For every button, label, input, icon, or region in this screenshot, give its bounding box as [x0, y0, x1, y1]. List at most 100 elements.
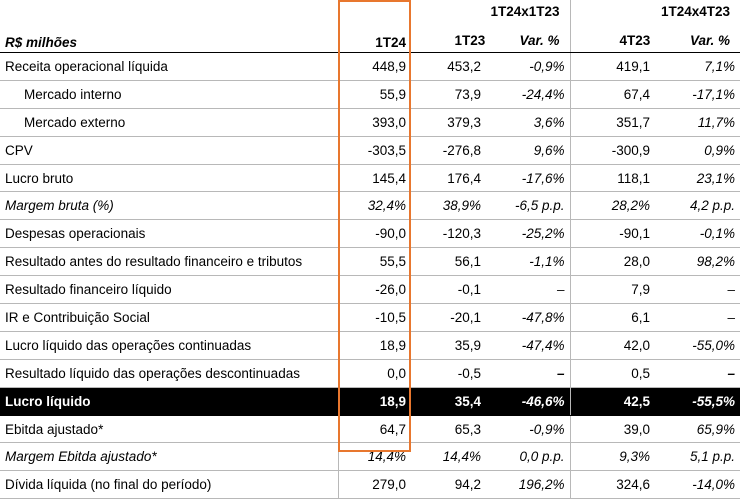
value-1t23: 35,4	[411, 387, 486, 416]
table-row: Margem Ebitda ajustado* 14,4% 14,4% 0,0 p.p…	[0, 442, 740, 472]
value-1t24: 64,7	[337, 415, 411, 444]
var-1t24x4t23: -17,1%	[655, 80, 740, 109]
var-1t24x1t23: -1,1%	[486, 247, 570, 277]
row-label: Margem Ebitda ajustado*	[0, 442, 338, 472]
row-label: Lucro líquido	[0, 387, 338, 416]
value-1t23: 38,9%	[411, 191, 486, 221]
table-row: Ebitda ajustado* 64,7 65,3 -0,9% 39,0 65,9%	[0, 415, 740, 444]
value-4t23: 42,0	[569, 331, 655, 360]
value-1t24: -10,5	[337, 303, 411, 332]
row-label: Resultado antes do resultado financeiro …	[0, 247, 338, 277]
table-row: Margem bruta (%) 32,4% 38,9% -6,5 p.p. 28,2%…	[0, 191, 740, 221]
value-1t23: -120,3	[411, 219, 486, 249]
value-4t23: 28,2%	[569, 191, 655, 221]
value-1t23: -0,1	[411, 275, 486, 305]
value-4t23: 67,4	[569, 80, 655, 109]
value-4t23: 0,5	[569, 359, 655, 388]
value-1t24: 145,4	[337, 164, 411, 193]
var-1t24x4t23: –	[655, 359, 740, 388]
table-row: CPV -303,5 -276,8 9,6% -300,9 0,9%	[0, 136, 740, 165]
row-label: Mercado interno	[0, 80, 338, 109]
value-1t24: 32,4%	[337, 191, 411, 221]
var-1t24x4t23: 0,9%	[655, 136, 740, 165]
value-1t24: 448,9	[337, 52, 411, 81]
var-1t24x4t23: 98,2%	[655, 247, 740, 277]
group-title-1t24x4t23: 1T24x4T23	[660, 4, 730, 19]
group-header-1t24x4t23: 1T24x4T23 4T23 Var. %	[569, 0, 740, 53]
row-label: Receita operacional líquida	[0, 52, 338, 81]
table-row: Resultado líquido das operações desconti…	[0, 359, 740, 388]
var-1t24x4t23: 65,9%	[655, 415, 740, 444]
value-4t23: 7,9	[569, 275, 655, 305]
table-row: Mercado externo 393,0 379,3 3,6% 351,7 11,7%	[0, 108, 740, 137]
table-row: Lucro líquido das operações continuadas 1…	[0, 331, 740, 360]
header-4t23: 4T23	[619, 33, 651, 48]
table-row: IR e Contribuição Social -10,5 -20,1 -47,8%…	[0, 303, 740, 332]
value-1t23: 65,3	[411, 415, 486, 444]
var-1t24x4t23: –	[655, 275, 740, 305]
var-1t24x1t23: 3,6%	[486, 108, 570, 137]
value-4t23: 351,7	[569, 108, 655, 137]
row-label: Lucro bruto	[0, 164, 338, 193]
group-header-1t24x1t23: 1T24x1T23 1T23 Var. %	[411, 0, 570, 53]
var-1t24x1t23: –	[486, 275, 570, 305]
row-label: Resultado financeiro líquido	[0, 275, 338, 305]
var-1t24x4t23: 23,1%	[655, 164, 740, 193]
row-label: Ebitda ajustado*	[0, 415, 338, 444]
var-1t24x1t23: -0,9%	[486, 415, 570, 444]
var-1t24x1t23: -46,6%	[486, 387, 570, 416]
value-4t23: 419,1	[569, 52, 655, 81]
value-1t23: 14,4%	[411, 442, 486, 472]
row-label: IR e Contribuição Social	[0, 303, 338, 332]
value-4t23: -90,1	[569, 219, 655, 249]
var-1t24x1t23: -25,2%	[486, 219, 570, 249]
var-1t24x1t23: –	[486, 359, 570, 388]
row-label: Mercado externo	[0, 108, 338, 137]
value-1t23: 453,2	[411, 52, 486, 81]
value-1t23: -0,5	[411, 359, 486, 388]
value-4t23: 28,0	[569, 247, 655, 277]
header-var-2: Var. %	[689, 33, 730, 48]
row-label: CPV	[0, 136, 338, 165]
value-1t24: -90,0	[337, 219, 411, 249]
table-header-row: R$ milhões 1T24 1T24x1T23 1T23 Var. % 1T…	[0, 0, 740, 53]
value-1t23: 176,4	[411, 164, 486, 193]
var-1t24x1t23: -0,9%	[486, 52, 570, 81]
value-4t23: 42,5	[569, 387, 655, 416]
value-1t23: 56,1	[411, 247, 486, 277]
var-1t24x4t23: -55,5%	[655, 387, 740, 416]
var-1t24x4t23: 4,2 p.p.	[655, 191, 740, 221]
var-1t24x4t23: -55,0%	[655, 331, 740, 360]
table-row: Resultado antes do resultado financeiro …	[0, 247, 740, 277]
var-1t24x4t23: 7,1%	[655, 52, 740, 81]
value-1t24: -303,5	[337, 136, 411, 165]
table-row: Mercado interno 55,9 73,9 -24,4% 67,4 -17,1%	[0, 80, 740, 109]
var-1t24x1t23: -47,8%	[486, 303, 570, 332]
value-4t23: 118,1	[569, 164, 655, 193]
var-1t24x1t23: -47,4%	[486, 331, 570, 360]
value-1t24: 0,0	[337, 359, 411, 388]
row-label: Margem bruta (%)	[0, 191, 338, 221]
var-1t24x1t23: -6,5 p.p.	[486, 191, 570, 221]
value-1t23: 379,3	[411, 108, 486, 137]
var-1t24x4t23: 5,1 p.p.	[655, 442, 740, 472]
table-body: Receita operacional líquida 448,9 453,2 -0,…	[0, 52, 740, 499]
row-label: Lucro líquido das operações continuadas	[0, 331, 338, 360]
value-1t23: -276,8	[411, 136, 486, 165]
value-1t24: 55,5	[337, 247, 411, 277]
header-1t23: 1T23	[454, 33, 486, 48]
value-1t23: -20,1	[411, 303, 486, 332]
table-row: Resultado financeiro líquido -26,0 -0,1–7,…	[0, 275, 740, 305]
value-1t24: 14,4%	[337, 442, 411, 472]
value-1t23: 73,9	[411, 80, 486, 109]
value-1t23: 35,9	[411, 331, 486, 360]
var-1t24x1t23: 0,0 p.p.	[486, 442, 570, 472]
unit-label: R$ milhões	[0, 0, 338, 53]
group-title-1t24x1t23: 1T24x1T23	[490, 4, 560, 19]
header-1t24: 1T24	[337, 0, 411, 53]
row-label: Resultado líquido das operações desconti…	[0, 359, 338, 388]
var-1t24x1t23: 9,6%	[486, 136, 570, 165]
var-1t24x4t23: -0,1%	[655, 219, 740, 249]
value-1t24: -26,0	[337, 275, 411, 305]
